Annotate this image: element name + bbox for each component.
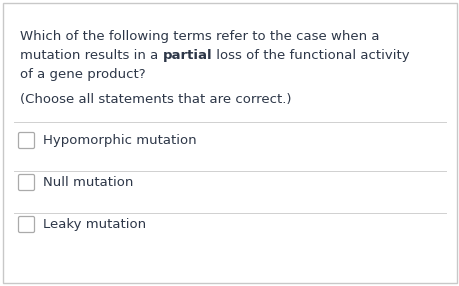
FancyBboxPatch shape: [18, 132, 34, 148]
Text: of a gene product?: of a gene product?: [20, 68, 146, 81]
FancyBboxPatch shape: [3, 3, 456, 283]
Text: Leaky mutation: Leaky mutation: [43, 218, 146, 231]
Text: loss of the functional activity: loss of the functional activity: [212, 49, 409, 62]
Text: Which of the following terms refer to the case when a: Which of the following terms refer to th…: [20, 30, 379, 43]
Text: Hypomorphic mutation: Hypomorphic mutation: [43, 134, 196, 147]
Text: partial: partial: [162, 49, 212, 62]
Text: mutation results in a: mutation results in a: [20, 49, 162, 62]
Text: (Choose all statements that are correct.): (Choose all statements that are correct.…: [20, 93, 291, 106]
FancyBboxPatch shape: [18, 217, 34, 233]
FancyBboxPatch shape: [18, 174, 34, 190]
Text: Null mutation: Null mutation: [43, 176, 133, 189]
